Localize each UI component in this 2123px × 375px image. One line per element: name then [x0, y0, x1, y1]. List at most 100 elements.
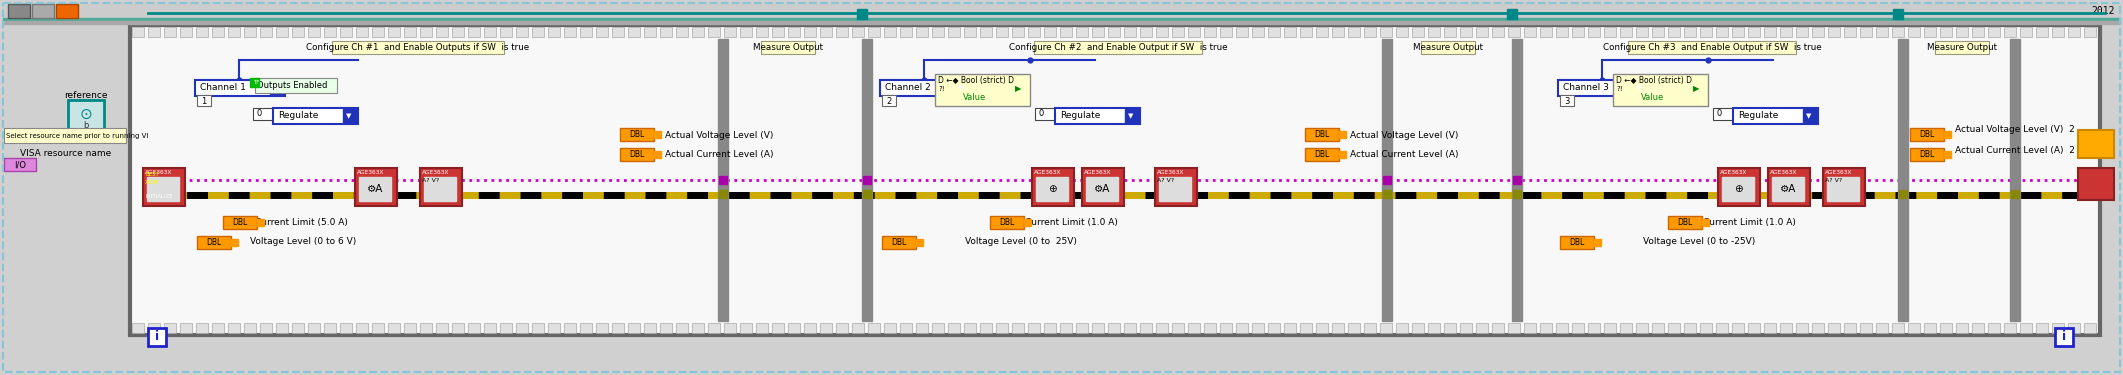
Text: i: i: [2061, 330, 2066, 344]
Bar: [1524, 27, 1537, 37]
Bar: [2010, 39, 2019, 321]
Bar: [501, 27, 512, 37]
Bar: [331, 40, 503, 54]
Bar: [255, 78, 338, 93]
Bar: [883, 323, 896, 333]
Bar: [1828, 323, 1841, 333]
Bar: [565, 323, 575, 333]
Bar: [1140, 323, 1153, 333]
Bar: [142, 168, 185, 206]
Bar: [1588, 323, 1601, 333]
Bar: [270, 81, 282, 95]
Bar: [1492, 27, 1503, 37]
Bar: [1779, 27, 1792, 37]
Bar: [1987, 323, 2000, 333]
Bar: [4, 158, 36, 171]
Text: AGE363X: AGE363X: [1085, 171, 1110, 176]
Bar: [1768, 168, 1811, 206]
Text: ▼: ▼: [1127, 113, 1134, 119]
Bar: [883, 27, 896, 37]
Text: Configure Ch #2  and Enable Output if SW  is true: Configure Ch #2 and Enable Output if SW …: [1008, 42, 1227, 51]
Bar: [1813, 323, 1824, 333]
Text: 2: 2: [887, 96, 892, 105]
Bar: [516, 27, 529, 37]
Bar: [389, 27, 399, 37]
Bar: [580, 323, 592, 333]
Bar: [1684, 27, 1696, 37]
Text: ▶: ▶: [1015, 84, 1021, 93]
Bar: [868, 27, 881, 37]
Bar: [2055, 328, 2072, 346]
Text: Actual Current Level (A): Actual Current Level (A): [1350, 150, 1459, 159]
Bar: [389, 323, 399, 333]
Text: AGE363X: AGE363X: [1034, 171, 1062, 176]
Bar: [900, 323, 913, 333]
Bar: [1669, 216, 1703, 229]
Bar: [881, 95, 896, 106]
Bar: [1773, 177, 1805, 201]
Bar: [996, 27, 1008, 37]
Bar: [163, 323, 176, 333]
Bar: [1892, 323, 1904, 333]
Bar: [1796, 323, 1809, 333]
Text: VISA resource name: VISA resource name: [19, 148, 110, 158]
Bar: [720, 190, 726, 198]
Text: DBL: DBL: [1677, 218, 1692, 227]
Text: ⚙A: ⚙A: [1093, 184, 1110, 194]
Bar: [964, 323, 977, 333]
Bar: [1945, 151, 1951, 158]
Bar: [403, 323, 416, 333]
Bar: [1539, 323, 1552, 333]
Text: ▼: ▼: [1637, 85, 1641, 91]
Bar: [1637, 323, 1647, 333]
Bar: [227, 323, 240, 333]
Text: Regulate: Regulate: [1059, 111, 1100, 120]
Text: 0: 0: [1715, 110, 1722, 118]
Bar: [1507, 27, 1520, 37]
Bar: [308, 27, 321, 37]
Bar: [1155, 168, 1197, 206]
Bar: [643, 323, 656, 333]
Bar: [1420, 40, 1475, 54]
Text: D ←◆ Bool (strict) D: D ←◆ Bool (strict) D: [938, 76, 1015, 86]
Text: Channel 1: Channel 1: [200, 84, 246, 93]
Bar: [1718, 168, 1760, 206]
Bar: [1934, 40, 1989, 54]
Bar: [2053, 27, 2064, 37]
Bar: [1123, 323, 1136, 333]
Bar: [1340, 151, 1346, 158]
Bar: [1972, 323, 1985, 333]
Bar: [805, 323, 815, 333]
Text: Actual Current Level (A): Actual Current Level (A): [664, 150, 773, 159]
Bar: [1492, 323, 1503, 333]
Bar: [325, 323, 335, 333]
Bar: [1331, 323, 1344, 333]
Bar: [1172, 27, 1185, 37]
Text: DBL: DBL: [892, 238, 907, 247]
Bar: [1637, 27, 1647, 37]
Bar: [1894, 9, 1902, 19]
Text: DBL: DBL: [1000, 218, 1015, 227]
Bar: [1444, 323, 1456, 333]
Text: A? V?: A? V?: [1826, 178, 1843, 183]
Bar: [435, 323, 448, 333]
Bar: [1703, 219, 1709, 226]
Bar: [452, 323, 465, 333]
Bar: [1796, 27, 1809, 37]
Bar: [1140, 27, 1153, 37]
Bar: [1828, 177, 1860, 201]
Bar: [1828, 27, 1841, 37]
Bar: [1507, 323, 1520, 333]
Text: A? V?: A? V?: [422, 178, 439, 183]
Text: Measure Output: Measure Output: [1928, 42, 1998, 51]
Bar: [1204, 323, 1216, 333]
Bar: [197, 95, 210, 106]
Bar: [1923, 323, 1936, 333]
Text: i: i: [155, 330, 159, 344]
Bar: [548, 323, 560, 333]
Bar: [1860, 27, 1872, 37]
Text: ⊕: ⊕: [1047, 184, 1057, 194]
Bar: [1747, 27, 1760, 37]
Bar: [1316, 27, 1329, 37]
Bar: [212, 27, 225, 37]
